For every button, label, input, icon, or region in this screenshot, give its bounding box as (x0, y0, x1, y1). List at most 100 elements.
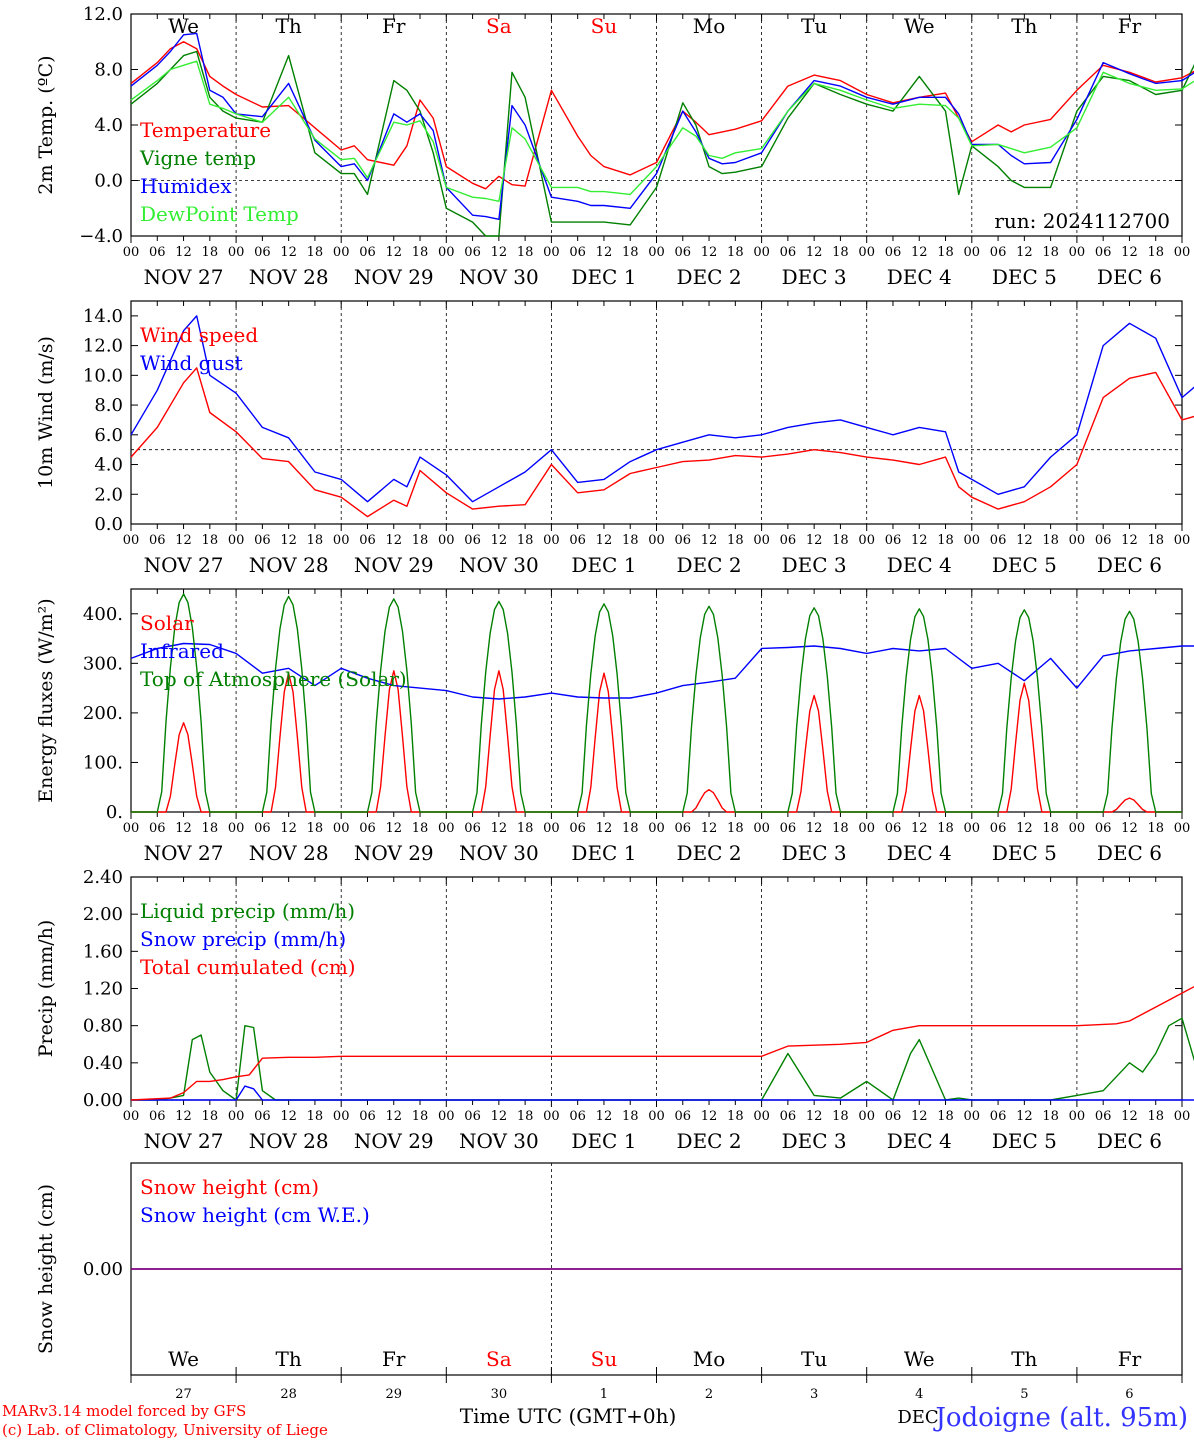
date-label: DEC 2 (677, 265, 742, 289)
legend-entry: Vigne temp (139, 146, 256, 170)
hour-tick-label: 12 (280, 1109, 297, 1124)
hour-tick-label: 06 (569, 1109, 586, 1124)
hour-tick-label: 06 (149, 821, 166, 836)
date-label: DEC 1 (571, 553, 636, 577)
panel-3: 00 06 12 18 00 06 12 18 00 06 12 18 00 06 12 18 00 06 12 18… (35, 588, 1194, 865)
hour-tick-label: 00 (1069, 245, 1086, 260)
y-axis-label: Snow height (cm) (35, 1184, 57, 1354)
hour-tick-label: 18 (832, 245, 849, 260)
legend-entry: Snow height (cm W.E.) (140, 1203, 370, 1227)
date-label: NOV 29 (354, 265, 434, 289)
hour-tick-label: 18 (307, 533, 324, 548)
hour-tick-label: 06 (885, 1109, 902, 1124)
hour-tick-label: 18 (937, 533, 954, 548)
hour-tick-label: 18 (727, 245, 744, 260)
y-tick-label: 12.0 (83, 4, 123, 25)
hour-tick-label: 06 (780, 245, 797, 260)
hour-tick-label: 00 (648, 821, 665, 836)
hour-tick-label: 00 (438, 533, 455, 548)
panel-1: 00 06 12 18 00 06 12 18 00 06 12 18 00 06 12 18 00 06 12 18… (35, 4, 1194, 289)
hour-tick-label: 12 (385, 821, 402, 836)
month-label: DEC (897, 1407, 938, 1428)
time-axis-label: Time UTC (GMT+0h) (460, 1404, 677, 1428)
date-label: DEC 3 (782, 841, 847, 865)
date-label: NOV 27 (144, 841, 224, 865)
hour-tick-label: 00 (123, 245, 140, 260)
series-group (130, 315, 1194, 518)
day-number-label: 5 (1020, 1387, 1028, 1402)
hour-tick-label: 06 (780, 1109, 797, 1124)
hour-tick-label: 18 (517, 533, 534, 548)
day-number-label: 2 (705, 1387, 713, 1402)
day-number-label: 28 (280, 1387, 297, 1402)
day-number-label: 1 (600, 1387, 608, 1402)
legend-entry: Liquid precip (mm/h) (140, 899, 355, 923)
hour-tick-label: 12 (701, 245, 718, 260)
y-tick-label: 2.00 (83, 904, 123, 925)
hour-tick-label: 18 (517, 821, 534, 836)
hour-tick-label: 12 (911, 245, 928, 260)
day-name: Th (276, 1347, 302, 1371)
day-number-label: 6 (1125, 1387, 1133, 1402)
hour-tick-label: 18 (727, 533, 744, 548)
date-label: DEC 6 (1097, 1129, 1162, 1153)
hour-tick-label: 12 (1016, 821, 1033, 836)
hour-tick-label: 06 (885, 533, 902, 548)
y-tick-label: 8.0 (94, 395, 123, 416)
copyright-credit: (c) Lab. of Climatology, University of L… (2, 1421, 328, 1439)
date-label: DEC 5 (992, 841, 1057, 865)
date-label: DEC 5 (992, 1129, 1057, 1153)
y-tick-label: 0.00 (83, 1259, 123, 1280)
y-axis-label: Energy fluxes (W/m²) (35, 598, 57, 802)
y-tick-label: 4.0 (94, 455, 123, 476)
date-label: DEC 6 (1097, 265, 1162, 289)
hour-tick-label: 12 (806, 1109, 823, 1124)
hour-tick-label: 00 (858, 245, 875, 260)
date-label: NOV 30 (459, 1129, 539, 1153)
hour-tick-label: 18 (412, 821, 429, 836)
panels: 00 06 12 18 00 06 12 18 00 06 12 18 00 06 12 18 00 06 12 18… (35, 4, 1194, 1402)
hour-tick-label: 18 (412, 245, 429, 260)
hour-tick-label: 12 (1121, 821, 1138, 836)
hour-tick-label: 06 (1095, 245, 1112, 260)
series-top-of-atmosphere-solar- (131, 593, 1182, 813)
hour-tick-label: 12 (1121, 533, 1138, 548)
hour-tick-label: 06 (675, 1109, 692, 1124)
run-label: run: 2024112700 (994, 209, 1170, 233)
date-label: DEC 3 (782, 1129, 847, 1153)
hour-tick-label: 06 (464, 533, 481, 548)
day-number-label: 30 (491, 1387, 508, 1402)
hour-tick-label: 00 (964, 245, 981, 260)
hour-tick-label: 12 (280, 533, 297, 548)
date-label: DEC 2 (677, 1129, 742, 1153)
hour-tick-label: 12 (806, 533, 823, 548)
day-number-label: 4 (915, 1387, 923, 1402)
hour-tick-label: 12 (911, 1109, 928, 1124)
date-label: DEC 1 (571, 1129, 636, 1153)
hour-tick-label: 00 (543, 245, 560, 260)
hour-tick-label: 12 (701, 821, 718, 836)
hour-tick-label: 18 (937, 245, 954, 260)
day-number-label: 27 (175, 1387, 192, 1402)
legend-entry: Top of Atmosphere (Solar) (140, 667, 407, 691)
location-label: Jodoigne (alt. 95m) (932, 1403, 1188, 1433)
hour-tick-label: 00 (1174, 821, 1191, 836)
date-label: DEC 2 (677, 553, 742, 577)
hour-tick-label: 12 (280, 245, 297, 260)
hour-tick-label: 18 (832, 533, 849, 548)
hour-tick-label: 18 (727, 821, 744, 836)
hour-tick-label: 00 (858, 533, 875, 548)
day-name: Th (1011, 1347, 1037, 1371)
date-label: NOV 29 (354, 841, 434, 865)
hour-tick-label: 00 (648, 245, 665, 260)
hour-tick-label: 06 (464, 245, 481, 260)
hour-tick-label: 12 (911, 533, 928, 548)
series-infrared (130, 642, 1194, 700)
day-name: Mo (693, 1347, 726, 1371)
hour-tick-label: 12 (596, 533, 613, 548)
date-label: DEC 1 (571, 841, 636, 865)
hour-tick-label: 12 (491, 533, 508, 548)
hour-tick-label: 06 (359, 245, 376, 260)
hour-tick-label: 00 (1174, 245, 1191, 260)
hour-tick-label: 18 (517, 245, 534, 260)
